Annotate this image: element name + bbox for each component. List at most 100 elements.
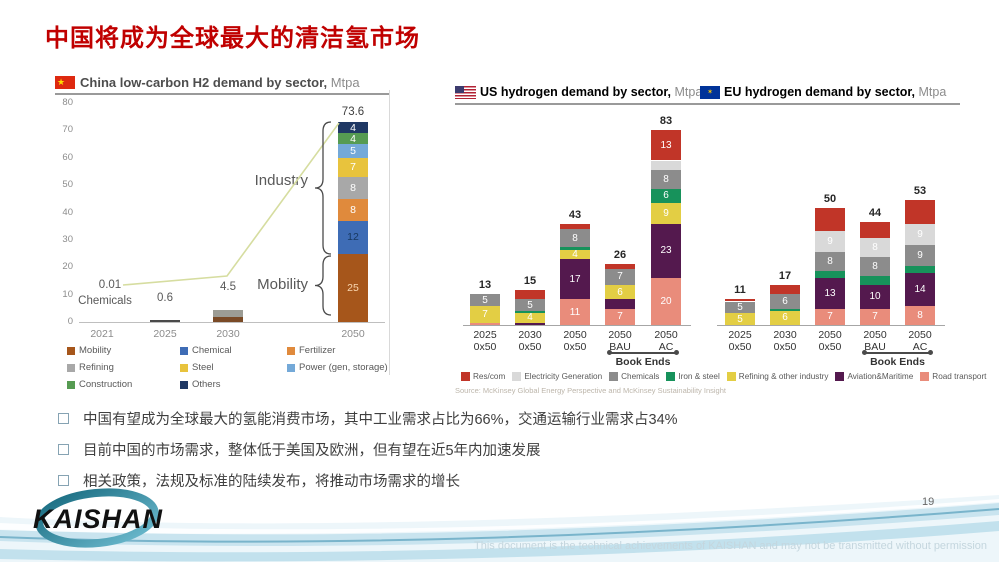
bar-segment bbox=[815, 270, 845, 278]
bar-segment bbox=[651, 160, 681, 170]
bar-total-label: 15 bbox=[523, 274, 537, 287]
bar-segment: 6 bbox=[651, 188, 681, 203]
mobility-brace bbox=[314, 255, 332, 316]
legend-label: Others bbox=[192, 379, 221, 390]
bullet-square-icon bbox=[58, 475, 69, 486]
y-axis-tick-label: 0 bbox=[67, 316, 73, 327]
china-flag-icon: ★ bbox=[55, 75, 75, 89]
legend-item: Chemicals bbox=[609, 372, 659, 381]
legend-label: Electricity Generation bbox=[524, 372, 603, 381]
bar-2050-segment: 8 bbox=[338, 198, 368, 221]
x-axis-label-line: 2030 bbox=[518, 329, 542, 341]
growth-trend-line bbox=[122, 122, 340, 286]
bar-total-label: 53 bbox=[913, 185, 927, 198]
legend-swatch-icon bbox=[835, 372, 845, 381]
legend-label: Chemicals bbox=[621, 372, 660, 381]
useu-chart: US hydrogen demand by sector, Mtpa ✶ EU … bbox=[455, 85, 986, 397]
y-axis-tick-label: 20 bbox=[62, 261, 73, 273]
book-ends-dot-icon bbox=[928, 350, 933, 355]
legend-item: Others bbox=[180, 379, 287, 390]
bar-2050-segment: 4 bbox=[338, 133, 368, 145]
china-chart: ★ China low-carbon H2 demand by sector, … bbox=[55, 73, 390, 395]
bar-segment: 11 bbox=[560, 299, 590, 325]
bar-segment: 9 bbox=[815, 231, 845, 253]
legend-swatch-icon bbox=[67, 346, 75, 355]
legend-swatch-icon bbox=[180, 363, 188, 372]
x-axis-label: 2030 0x50 bbox=[762, 329, 808, 353]
bullet-text: 目前中国的市场需求，整体低于美国及欧洲，但有望在近5年内加速发展 bbox=[83, 443, 541, 459]
legend-swatch-icon bbox=[287, 346, 295, 355]
bar-segment: 14 bbox=[905, 273, 935, 307]
legend-item: Mobility bbox=[67, 345, 180, 356]
x-axis-label: 2050 BAU bbox=[852, 329, 898, 353]
china-chart-title: China low-carbon H2 demand by sector, Mt… bbox=[80, 75, 360, 90]
bar-segment bbox=[560, 247, 590, 250]
bar-2030-segment bbox=[213, 309, 243, 317]
china-chart-unit: Mtpa bbox=[330, 74, 360, 90]
x-axis-label-line: 2050 bbox=[863, 329, 887, 341]
bar-total-label: 50 bbox=[823, 192, 837, 205]
legend-swatch-icon bbox=[512, 372, 522, 381]
bar-segment: 23 bbox=[651, 223, 681, 278]
eu-chart-title: EU hydrogen demand by sector, Mtpa bbox=[724, 85, 946, 99]
bar-segment bbox=[515, 310, 545, 314]
y-axis-tick-label: 80 bbox=[62, 97, 73, 108]
bar-segment bbox=[470, 322, 500, 325]
eu-chart-title-text: EU hydrogen demand by sector, bbox=[724, 85, 916, 99]
legend-swatch-icon bbox=[287, 363, 295, 372]
x-axis-label: 2030 0x50 bbox=[507, 329, 553, 353]
bar-2050-segment: 12 bbox=[338, 220, 368, 254]
x-axis-label-line: BAU bbox=[609, 341, 631, 353]
legend-label: Steel bbox=[192, 362, 214, 373]
china-chart-title-text: China low-carbon H2 demand by sector, bbox=[80, 74, 328, 90]
x-axis-line bbox=[79, 322, 385, 323]
bar-segment bbox=[815, 207, 845, 231]
book-ends-dot-icon bbox=[674, 350, 679, 355]
legend-swatch-icon bbox=[609, 372, 619, 381]
x-axis-label-line: 0x50 bbox=[563, 341, 587, 353]
x-axis-label: 2050 0x50 bbox=[807, 329, 853, 353]
legend-swatch-icon bbox=[67, 363, 75, 372]
bar-2050-segment: 5 bbox=[338, 144, 368, 158]
x-axis-label-line: AC bbox=[658, 341, 674, 353]
bar-segment: 7 bbox=[605, 268, 635, 286]
y-axis-tick-label: 10 bbox=[62, 288, 73, 300]
legend-label: Res/com bbox=[473, 372, 506, 381]
logo-ellipse-icon bbox=[35, 488, 159, 548]
legend-label: Refining & other industry bbox=[738, 372, 829, 381]
bar-segment bbox=[725, 299, 755, 302]
bar-total-label: 13 bbox=[478, 279, 492, 292]
x-axis-label-line: 2025 bbox=[728, 329, 752, 341]
data-label-2025: 0.6 bbox=[157, 292, 173, 304]
us-chart-title-text: US hydrogen demand by sector, bbox=[480, 85, 672, 99]
bar-2030-segment bbox=[213, 316, 243, 322]
legend-swatch-icon bbox=[461, 372, 470, 381]
x-axis-label-line: 2050 bbox=[654, 329, 678, 341]
legend-label: Power (gen, storage) bbox=[299, 362, 388, 373]
bar-segment: 6 bbox=[770, 294, 800, 309]
legend-swatch-icon bbox=[67, 380, 75, 389]
bullet-square-icon bbox=[58, 413, 69, 424]
bar-segment bbox=[770, 285, 800, 295]
x-axis-label-line: 0x50 bbox=[518, 341, 542, 353]
book-ends-label: Book Ends bbox=[870, 356, 925, 368]
x-axis-label-line: 0x50 bbox=[728, 341, 752, 353]
us-chart-unit: Mtpa bbox=[674, 85, 703, 99]
footer-wave-decoration bbox=[0, 495, 999, 562]
legend-label: Iron & steel bbox=[678, 372, 720, 381]
kaishan-logo: KAISHAN bbox=[33, 488, 163, 548]
x-axis-label-line: 0x50 bbox=[773, 341, 797, 353]
y-axis-tick-label: 50 bbox=[62, 179, 73, 191]
book-ends-dot-icon bbox=[607, 350, 612, 355]
legend-item: Res/com bbox=[461, 372, 505, 381]
legend-item: Power (gen, storage) bbox=[287, 362, 389, 373]
bar-segment: 7 bbox=[860, 308, 890, 325]
legend-label: Chemical bbox=[192, 345, 232, 356]
logo-text: KAISHAN bbox=[33, 504, 163, 534]
x-axis-label: 2025 0x50 bbox=[717, 329, 763, 353]
legend-label: Fertilizer bbox=[299, 345, 336, 356]
bar-segment: 13 bbox=[651, 129, 681, 161]
x-axis-label: 2050 0x50 bbox=[552, 329, 598, 353]
bar-2050-segment: 25 bbox=[338, 253, 368, 322]
bar-segment: 20 bbox=[651, 278, 681, 325]
